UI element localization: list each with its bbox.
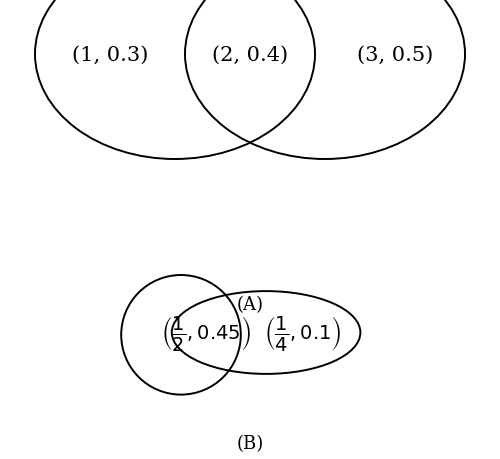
Text: $\left(\dfrac{1}{4}, 0.1\right)$: $\left(\dfrac{1}{4}, 0.1\right)$: [264, 313, 342, 352]
Text: (B): (B): [236, 434, 264, 452]
Text: $\left(\dfrac{1}{2}, 0.45\right)$: $\left(\dfrac{1}{2}, 0.45\right)$: [162, 313, 251, 352]
Text: (A): (A): [236, 295, 264, 313]
Text: (3, 0.5): (3, 0.5): [357, 45, 433, 64]
Text: (2, 0.4): (2, 0.4): [212, 45, 288, 64]
Text: (1, 0.3): (1, 0.3): [72, 45, 148, 64]
